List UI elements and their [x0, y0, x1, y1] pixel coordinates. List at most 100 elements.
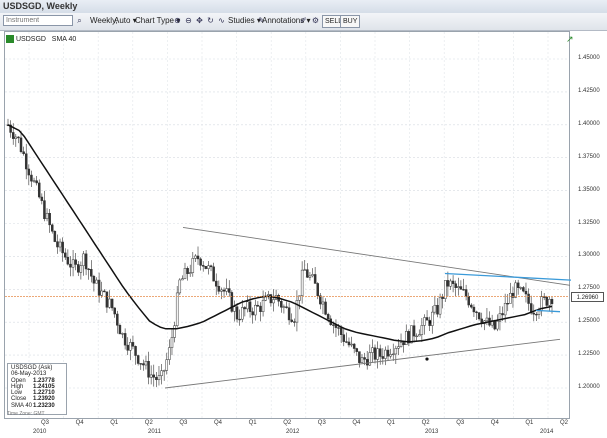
- candle-body: [259, 305, 262, 312]
- pan-icon[interactable]: ✥: [196, 16, 203, 25]
- annotations-icon[interactable]: ✎: [258, 16, 265, 25]
- candle-body: [27, 168, 31, 176]
- settings-icon[interactable]: ⚙: [311, 16, 320, 25]
- candle-body: [352, 343, 356, 349]
- candle-body: [537, 310, 541, 315]
- resistance-blue-line: [444, 272, 572, 281]
- candle-body: [191, 258, 195, 273]
- candle-body: [418, 334, 421, 337]
- candle-body: [472, 306, 476, 313]
- candle-body: [496, 320, 499, 330]
- candle-body: [92, 275, 96, 284]
- search-icon[interactable]: ⌕: [77, 16, 82, 25]
- candle-body: [61, 241, 64, 254]
- candle-body: [470, 304, 473, 308]
- candle-body: [498, 313, 502, 322]
- zoom-out-icon[interactable]: ⊖: [185, 16, 192, 25]
- candle-body: [246, 301, 249, 310]
- candle-body: [162, 370, 166, 372]
- instrument-input[interactable]: [3, 15, 73, 26]
- candle-body: [462, 289, 465, 291]
- info-high-label: High: [11, 383, 24, 390]
- x-quarter-label: Q2: [283, 420, 292, 426]
- auto-select[interactable]: Auto ▾: [114, 16, 137, 25]
- candle-body: [444, 280, 447, 299]
- candle-body: [358, 351, 361, 363]
- candle-body: [425, 317, 429, 321]
- candle-body: [404, 331, 408, 345]
- y-tick-label: 1.32500: [578, 219, 600, 226]
- x-year-label: 2014: [540, 429, 554, 435]
- x-quarter-label: Q3: [456, 420, 465, 426]
- candle-body: [501, 313, 504, 316]
- candle-body: [129, 342, 132, 351]
- candle-body: [17, 136, 20, 139]
- candle-body: [48, 212, 51, 226]
- support-blue-line: [535, 309, 561, 313]
- candle-body: [100, 290, 103, 296]
- candle-body: [503, 303, 507, 316]
- candle-body: [386, 349, 390, 357]
- y-tick-label: 1.25000: [578, 318, 600, 325]
- refresh-icon[interactable]: ↻: [207, 16, 214, 25]
- candle-body: [493, 320, 496, 330]
- candle-body: [514, 282, 517, 298]
- candle-body: [248, 301, 252, 312]
- candle-body: [381, 356, 385, 359]
- candle-body: [19, 137, 23, 152]
- chart-grid: [5, 32, 569, 418]
- info-sma-label: SMA 40: [11, 402, 33, 409]
- chart-toolbar: ⌕ Weekly, Auto ▾ Chart Type ▾ ⊕ ⊖ ✥ ↻ ∿ …: [0, 13, 607, 31]
- studies-icon[interactable]: ∿: [218, 16, 225, 25]
- candle-body: [238, 318, 241, 321]
- info-title: USDSGD (Ask): [11, 365, 53, 371]
- candle-body: [53, 231, 57, 242]
- candle-body: [56, 241, 59, 248]
- candle-body: [123, 333, 127, 346]
- y-tick-label: 1.42500: [578, 87, 600, 94]
- candle-body: [345, 341, 348, 343]
- zoom-in-icon[interactable]: ⊕: [174, 16, 181, 25]
- studies-menu[interactable]: Studies ▾: [228, 16, 261, 25]
- expand-icon[interactable]: ↗: [566, 34, 574, 44]
- candle-body: [149, 374, 153, 378]
- candle-body: [324, 301, 327, 315]
- candle-body: [165, 359, 169, 371]
- draw-icon[interactable]: ✐: [300, 16, 307, 25]
- candle-body: [295, 300, 299, 323]
- candle-body: [535, 313, 538, 316]
- candle-body: [77, 264, 80, 273]
- candle-body: [529, 303, 533, 314]
- candle-body: [285, 306, 288, 308]
- candle-body: [373, 347, 377, 360]
- last-price-badge: 1.26960: [571, 292, 604, 302]
- candle-body: [298, 295, 301, 301]
- annotations-menu[interactable]: Annotations ▾: [262, 16, 311, 25]
- y-tick-label: 1.27500: [578, 285, 600, 292]
- candle-body: [287, 307, 291, 321]
- candle-body: [548, 299, 551, 306]
- candle-body: [74, 259, 77, 265]
- candle-body: [319, 295, 322, 305]
- candle-body: [376, 348, 379, 360]
- candle-body: [35, 180, 38, 184]
- candle-body: [449, 280, 452, 287]
- candle-body: [243, 307, 247, 310]
- info-low-label: Low: [11, 390, 23, 397]
- chart-type-menu[interactable]: Chart Type ▾: [135, 16, 181, 25]
- interval-select[interactable]: Weekly,: [90, 15, 118, 27]
- upper-trendline: [182, 227, 571, 286]
- candle-body: [524, 290, 528, 295]
- candle-body: [441, 296, 444, 299]
- candle-body: [391, 353, 395, 356]
- marker-point: [428, 320, 432, 324]
- x-quarter-label: Q2: [421, 420, 430, 426]
- candle-body: [306, 269, 309, 278]
- buy-button[interactable]: BUY: [340, 15, 361, 28]
- candle-body: [397, 346, 400, 349]
- candle-body: [24, 153, 28, 170]
- candle-body: [457, 286, 460, 288]
- chart-legend: USDSGD SMA 40: [6, 35, 76, 43]
- lines-layer: [5, 124, 572, 389]
- x-quarter-label: Q4: [490, 420, 499, 426]
